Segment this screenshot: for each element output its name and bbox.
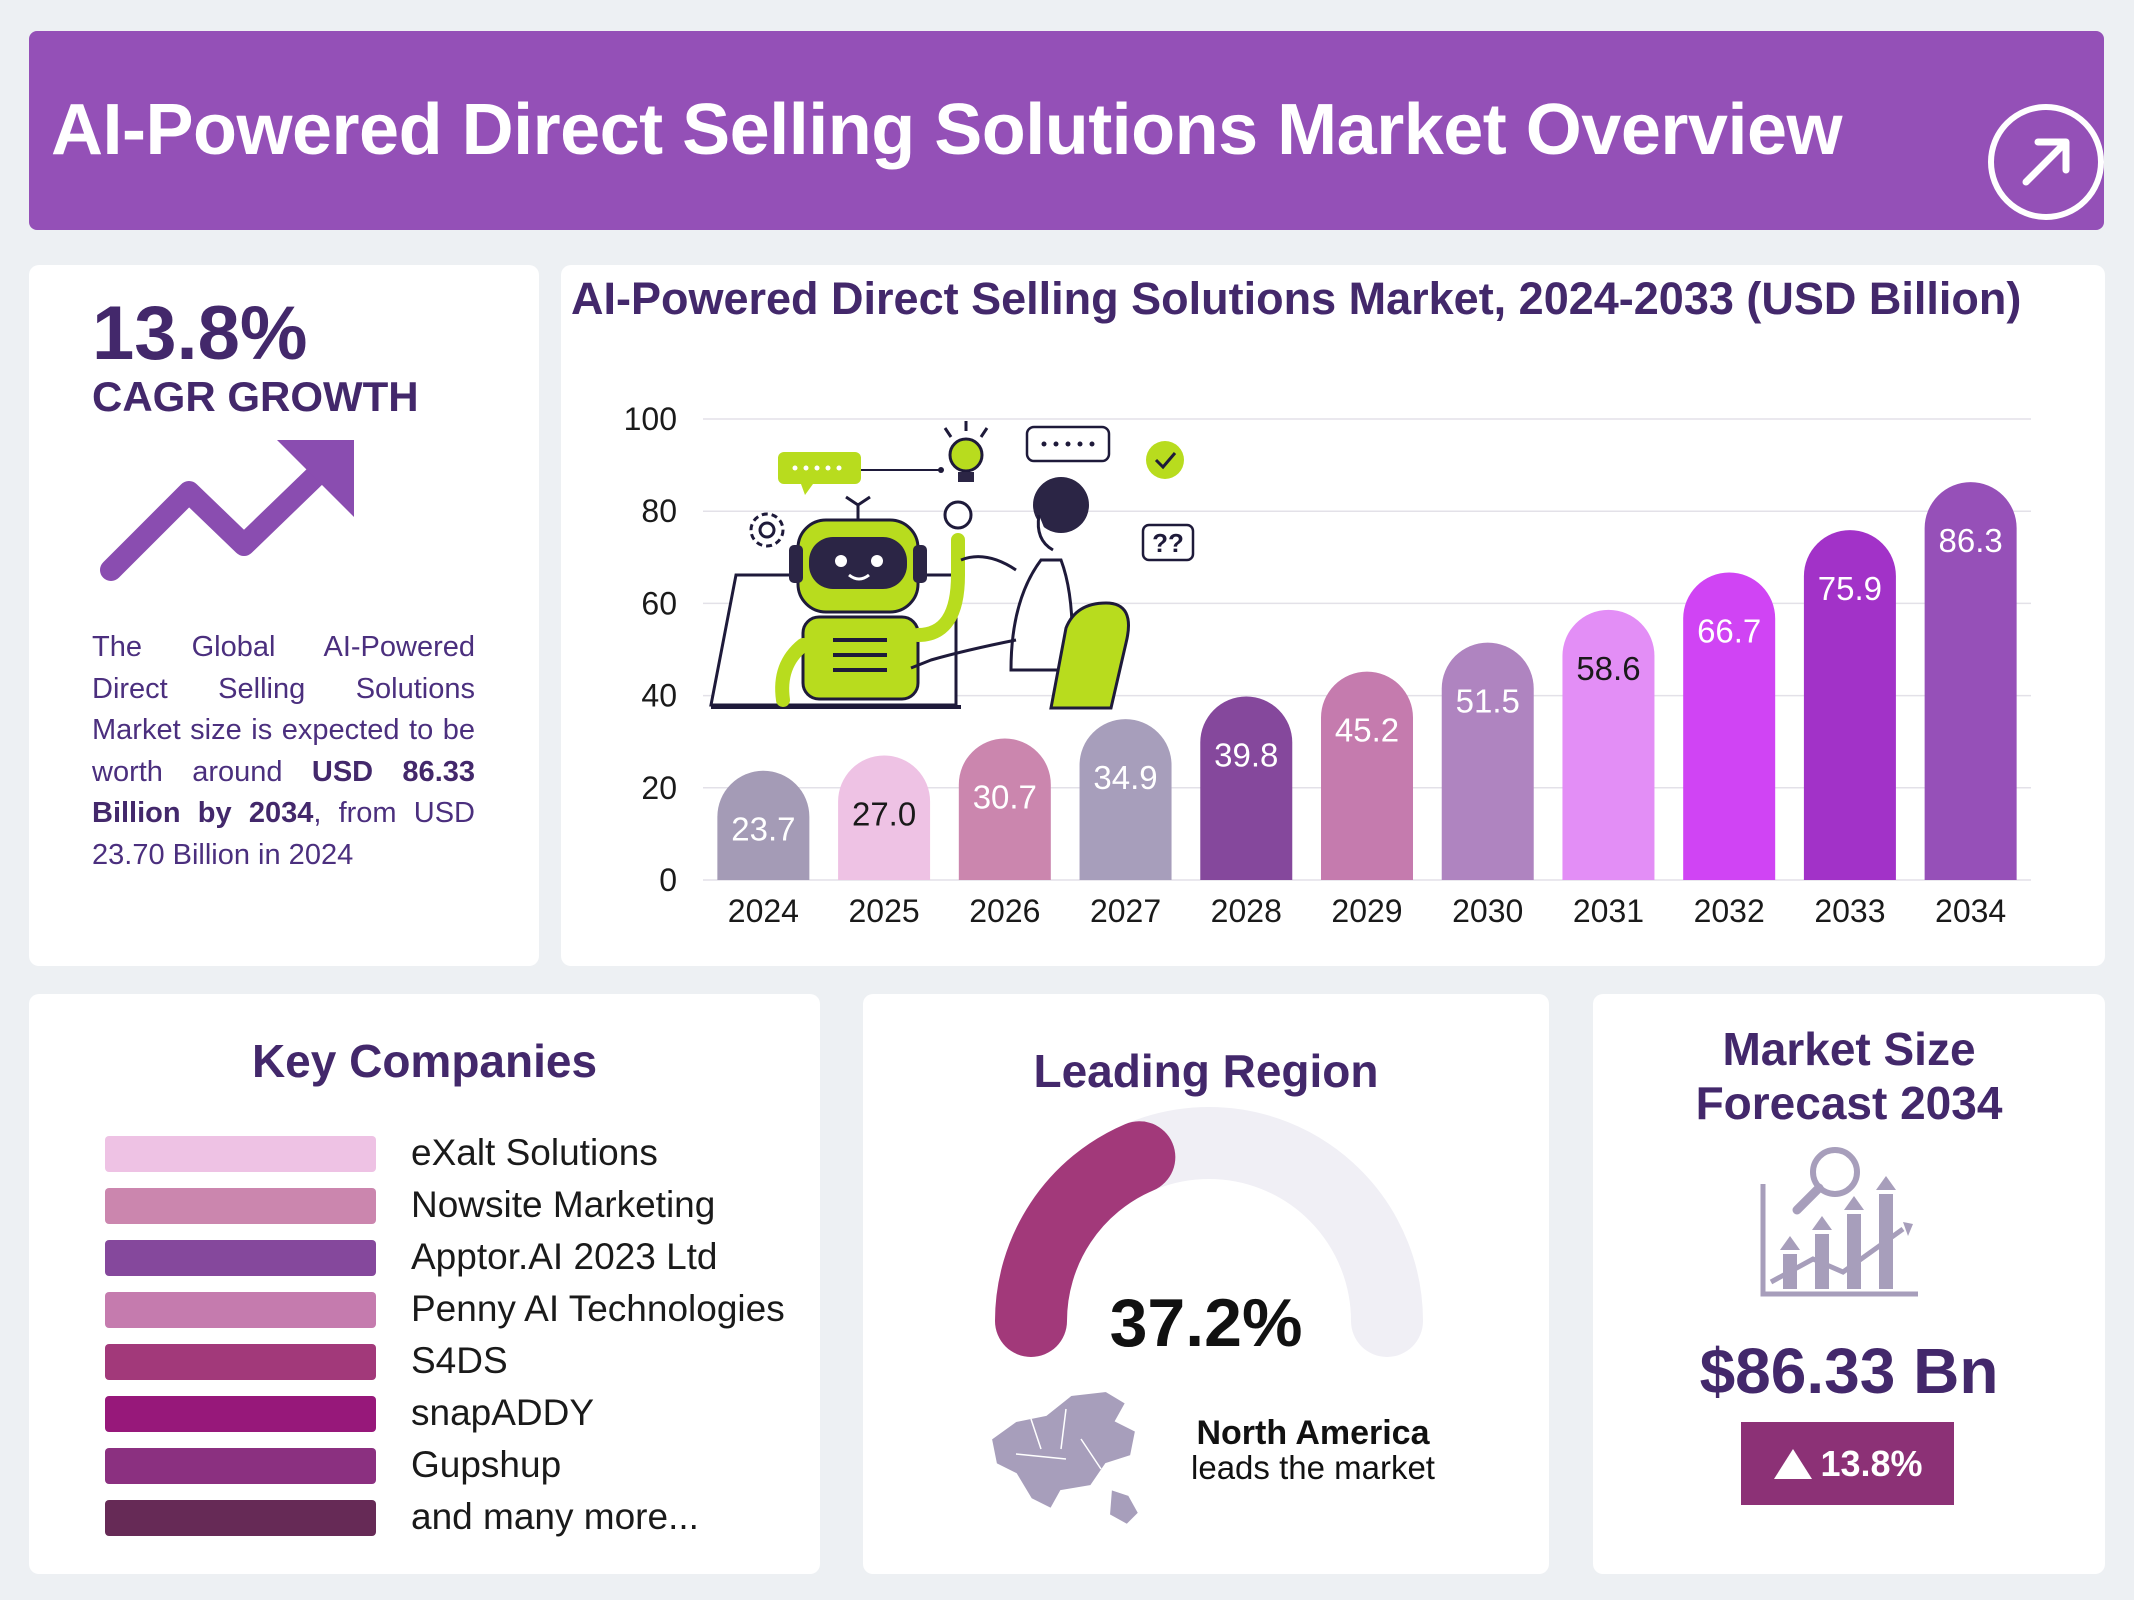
bar-value-label: 30.7: [973, 778, 1037, 815]
y-tick-label: 40: [641, 678, 677, 714]
bar-2028[interactable]: [1200, 696, 1293, 880]
bar-2031[interactable]: [1562, 609, 1655, 880]
svg-text:??: ??: [1152, 528, 1184, 558]
y-tick-label: 0: [659, 862, 677, 898]
region-share-value: 37.2%: [1109, 1285, 1303, 1361]
bar-2033[interactable]: [1803, 530, 1896, 880]
cagr-desc-bold: USD 86.33 Billion by 2034: [92, 755, 476, 830]
y-tick-label: 20: [641, 770, 677, 806]
bar-2029[interactable]: [1321, 671, 1413, 880]
y-tick-label: 100: [624, 401, 677, 437]
bar-2025[interactable]: [838, 755, 931, 880]
company-color-bar: [105, 1136, 376, 1172]
bar-2030[interactable]: [1441, 642, 1534, 880]
growth-badge: 13.8%: [1741, 1422, 1954, 1505]
y-tick-label: 80: [641, 493, 677, 529]
world-map-icon: [989, 1389, 1141, 1527]
x-tick-label: 2027: [1090, 893, 1161, 929]
forecast-heading: Market Size Forecast 2034: [1593, 1022, 2105, 1130]
x-tick-label: 2034: [1935, 893, 2006, 929]
company-color-bar: [105, 1344, 376, 1380]
x-tick-label: 2031: [1573, 893, 1644, 929]
x-tick-label: 2029: [1331, 893, 1402, 929]
company-name: Apptor.AI 2023 Ltd: [411, 1236, 718, 1277]
forecast-value: $86.33 Bn: [1699, 1335, 1999, 1407]
page-title: AI-Powered Direct Selling Solutions Mark…: [51, 90, 1843, 170]
companies-heading: Key Companies: [251, 1035, 598, 1087]
cagr-card: 13.8% CAGR GROWTH The Global AI-Powered …: [29, 265, 539, 966]
x-tick-label: 2032: [1694, 893, 1765, 929]
bar-chart: 0 20 40 60 80 100: [624, 401, 2031, 929]
company-name: and many more...: [411, 1496, 699, 1537]
x-tick-label: 2028: [1211, 893, 1282, 929]
growth-badge-value: 13.8%: [1820, 1442, 1923, 1484]
cagr-desc-part2: , from USD 23.70 Billion in 2024: [92, 797, 476, 871]
x-tick-label: 2026: [969, 893, 1040, 929]
bar-value-label: 34.9: [1093, 759, 1157, 796]
forecast-heading-line2: Forecast 2034: [1695, 1077, 2003, 1129]
bar-value-label: 86.3: [1939, 522, 2003, 559]
x-tick-label: 2024: [728, 893, 799, 929]
bar-value-label: 58.6: [1576, 650, 1640, 687]
region-subtitle: leads the market: [1191, 1449, 1435, 1486]
y-tick-label: 60: [641, 585, 677, 621]
company-name: snapADDY: [411, 1392, 595, 1433]
company-color-bar: [105, 1292, 376, 1328]
bar-value-label: 39.8: [1214, 737, 1278, 774]
company-name: Gupshup: [411, 1444, 562, 1485]
triangle-up-icon: [1774, 1448, 1813, 1479]
bar-value-label: 45.2: [1335, 712, 1399, 749]
bar-2026[interactable]: [958, 738, 1051, 880]
bar-2034[interactable]: [1924, 482, 2017, 880]
market-forecast-card: Market Size Forecast 2034 $86.33 Bn 13.8…: [1593, 994, 2105, 1574]
leading-region-card: Leading Region 37.2% North America leads…: [863, 994, 1549, 1574]
company-name: Penny AI Technologies: [411, 1288, 785, 1329]
x-tick-label: 2030: [1452, 893, 1523, 929]
cagr-value: 13.8%: [92, 291, 308, 376]
robot-assistant-illustration: ??: [709, 421, 1195, 710]
cagr-label: CAGR GROWTH: [92, 373, 419, 420]
company-name: S4DS: [411, 1340, 508, 1381]
chart-title: AI-Powered Direct Selling Solutions Mark…: [571, 273, 2022, 324]
company-name: Nowsite Marketing: [411, 1184, 716, 1225]
bar-2027[interactable]: [1079, 719, 1172, 880]
region-gauge: [995, 1107, 1423, 1357]
chart-card: 0 20 40 60 80 100: [561, 265, 2105, 966]
cagr-description: The Global AI-Powered Direct Selling Sol…: [92, 627, 475, 876]
region-heading: Leading Region: [1033, 1045, 1379, 1097]
bar-2024[interactable]: [717, 770, 810, 880]
region-name: North America: [1196, 1414, 1430, 1452]
trend-up-icon: [100, 440, 354, 581]
x-tick-label: 2025: [848, 893, 919, 929]
magnifier-growth-chart-icon: [1760, 1147, 1918, 1297]
x-tick-label: 2033: [1814, 893, 1885, 929]
bar-value-label: 75.9: [1818, 570, 1882, 607]
key-companies-card: Key Companies eXalt Solutions Nowsite Mar…: [29, 994, 820, 1574]
bar-2032[interactable]: [1683, 572, 1776, 880]
company-color-bar: [105, 1240, 376, 1276]
company-color-bar: [105, 1188, 376, 1224]
forecast-heading-line1: Market Size: [1722, 1023, 1976, 1075]
company-color-bar: [105, 1500, 376, 1536]
bar-value-label: 66.7: [1697, 613, 1761, 650]
arrow-up-right-icon[interactable]: [1986, 102, 2106, 222]
company-color-bar: [105, 1396, 376, 1432]
bar-value-label: 27.0: [852, 796, 916, 833]
bar-value-label: 51.5: [1456, 683, 1520, 720]
company-color-bar: [105, 1448, 376, 1484]
company-name: eXalt Solutions: [411, 1132, 658, 1173]
header-banner: AI-Powered Direct Selling Solutions Mark…: [29, 31, 2104, 230]
cagr-desc-part1: The Global AI-Powered Direct Selling Sol…: [92, 631, 475, 788]
bar-value-label: 23.7: [731, 811, 795, 848]
gauge-fill: [995, 1121, 1176, 1357]
